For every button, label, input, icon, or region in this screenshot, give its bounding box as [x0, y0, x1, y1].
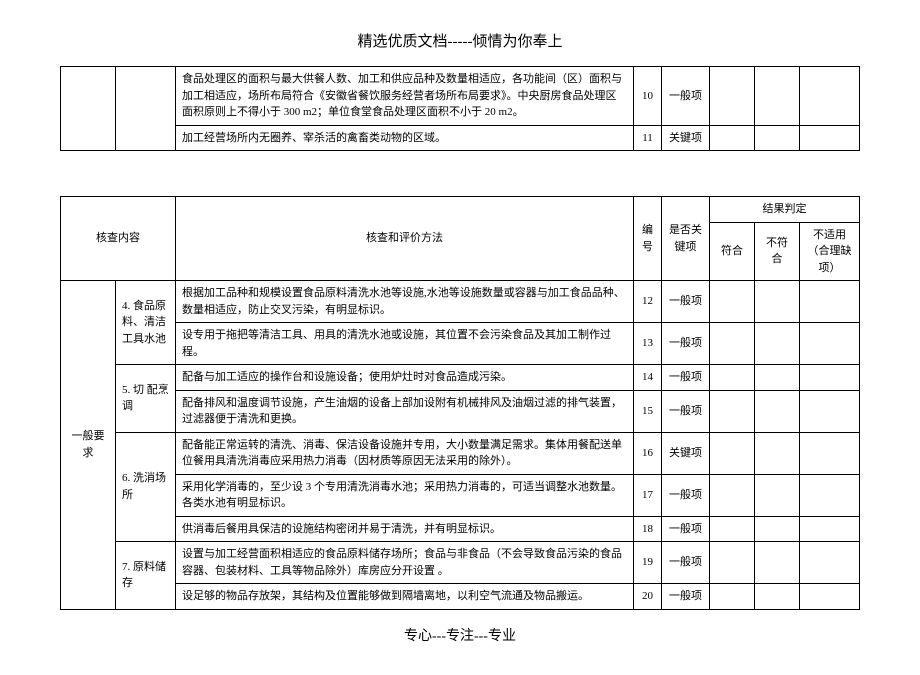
- result-cell: [800, 390, 860, 432]
- table-row: 7. 原料储存设置与加工经营面积相适应的食品原料储存场所；食品与非食品（不会导致…: [61, 542, 860, 584]
- th-content: 核查内容: [61, 197, 176, 281]
- result-cell: [800, 323, 860, 365]
- key-cell: 一般项: [662, 281, 710, 323]
- table-row: 供消毒后餐用具保洁的设施结构密闭并易于清洗，并有明显标识。18一般项: [61, 516, 860, 542]
- table-row: 设专用于拖把等清洁工具、用具的清洗水池或设施，其位置不会污染食品及其加工制作过程…: [61, 323, 860, 365]
- result-cell: [800, 432, 860, 474]
- result-cell: [755, 125, 800, 151]
- method-cell: 根据加工品种和规模设置食品原料清洗水池等设施,水池等设施数量或容器与加工食品品种…: [176, 281, 634, 323]
- page-header: 精选优质文档-----倾情为你奉上: [60, 30, 860, 51]
- method-cell: 配备与加工适应的操作台和设施设备；使用炉灶时对食品造成污染。: [176, 365, 634, 391]
- method-cell: 设专用于拖把等清洁工具、用具的清洗水池或设施，其位置不会污染食品及其加工制作过程…: [176, 323, 634, 365]
- result-cell: [800, 584, 860, 610]
- th-r1: 符合: [710, 222, 755, 281]
- main-table: 核查内容 核查和评价方法 编号 是否关键项 结果判定 符合 不符合 不适用（合理…: [60, 196, 860, 610]
- th-method: 核查和评价方法: [176, 197, 634, 281]
- method-cell: 配备排风和温度调节设施，产生油烟的设备上部加设附有机械排风及油烟过滤的排气装置，…: [176, 390, 634, 432]
- table-row: 设足够的物品存放架，其结构及位置能够做到隔墙离地，以利空气流通及物品搬运。20一…: [61, 584, 860, 610]
- result-cell: [800, 365, 860, 391]
- result-cell: [755, 432, 800, 474]
- result-cell: [710, 432, 755, 474]
- table-row: 配备排风和温度调节设施，产生油烟的设备上部加设附有机械排风及油烟过滤的排气装置，…: [61, 390, 860, 432]
- result-cell: [755, 323, 800, 365]
- result-cell: [755, 584, 800, 610]
- result-cell: [755, 67, 800, 126]
- th-num: 编号: [634, 197, 662, 281]
- num-cell: 17: [634, 474, 662, 516]
- key-cell: 一般项: [662, 584, 710, 610]
- num-cell: 18: [634, 516, 662, 542]
- frag-left-1: [61, 67, 116, 151]
- result-cell: [800, 125, 860, 151]
- subcategory-cell: 4. 食品原料、清洁工具水池: [116, 281, 176, 365]
- result-cell: [755, 281, 800, 323]
- th-result: 结果判定: [710, 197, 860, 223]
- result-cell: [800, 542, 860, 584]
- frag-left-2: [116, 67, 176, 151]
- result-cell: [710, 390, 755, 432]
- method-cell: 设置与加工经营面积相适应的食品原料储存场所；食品与非食品（不会导致食品污染的食品…: [176, 542, 634, 584]
- num-cell: 15: [634, 390, 662, 432]
- table-row: 采用化学消毒的，至少设 3 个专用清洗消毒水池；采用热力消毒的，可适当调整水池数…: [61, 474, 860, 516]
- key-cell: 一般项: [662, 67, 710, 126]
- result-cell: [710, 365, 755, 391]
- result-cell: [800, 281, 860, 323]
- table-row: 一般要求4. 食品原料、清洁工具水池根据加工品种和规模设置食品原料清洗水池等设施…: [61, 281, 860, 323]
- table-row: 食品处理区的面积与最大供餐人数、加工和供应品种及数量相适应，各功能间（区）面积与…: [61, 67, 860, 126]
- th-r3: 不适用（合理缺项）: [800, 222, 860, 281]
- subcategory-cell: 7. 原料储存: [116, 542, 176, 610]
- page-footer: 专心---专注---专业: [60, 625, 860, 645]
- result-cell: [800, 67, 860, 126]
- th-r2: 不符合: [755, 222, 800, 281]
- subcategory-cell: 6. 洗消场所: [116, 432, 176, 542]
- result-cell: [710, 281, 755, 323]
- key-cell: 一般项: [662, 474, 710, 516]
- key-cell: 一般项: [662, 390, 710, 432]
- result-cell: [710, 542, 755, 584]
- num-cell: 12: [634, 281, 662, 323]
- num-cell: 11: [634, 125, 662, 151]
- method-cell: 设足够的物品存放架，其结构及位置能够做到隔墙离地，以利空气流通及物品搬运。: [176, 584, 634, 610]
- result-cell: [710, 516, 755, 542]
- key-cell: 关键项: [662, 432, 710, 474]
- category-cell: 一般要求: [61, 281, 116, 610]
- key-cell: 一般项: [662, 323, 710, 365]
- result-cell: [710, 584, 755, 610]
- result-cell: [710, 474, 755, 516]
- num-cell: 20: [634, 584, 662, 610]
- num-cell: 16: [634, 432, 662, 474]
- result-cell: [755, 390, 800, 432]
- num-cell: 13: [634, 323, 662, 365]
- table-row: 5. 切 配烹调配备与加工适应的操作台和设施设备；使用炉灶时对食品造成污染。14…: [61, 365, 860, 391]
- result-cell: [800, 474, 860, 516]
- table-row: 6. 洗消场所配备能正常运转的清洗、消毒、保洁设备设施并专用，大小数量满足需求。…: [61, 432, 860, 474]
- result-cell: [800, 516, 860, 542]
- result-cell: [710, 125, 755, 151]
- method-cell: 加工经营场所内无圈养、宰杀活的禽畜类动物的区域。: [176, 125, 634, 151]
- num-cell: 19: [634, 542, 662, 584]
- key-cell: 一般项: [662, 542, 710, 584]
- result-cell: [755, 542, 800, 584]
- result-cell: [755, 365, 800, 391]
- subcategory-cell: 5. 切 配烹调: [116, 365, 176, 433]
- top-table-fragment: 食品处理区的面积与最大供餐人数、加工和供应品种及数量相适应，各功能间（区）面积与…: [60, 66, 860, 151]
- key-cell: 一般项: [662, 516, 710, 542]
- key-cell: 关键项: [662, 125, 710, 151]
- result-cell: [755, 516, 800, 542]
- key-cell: 一般项: [662, 365, 710, 391]
- result-cell: [710, 67, 755, 126]
- method-cell: 供消毒后餐用具保洁的设施结构密闭并易于清洗，并有明显标识。: [176, 516, 634, 542]
- method-cell: 配备能正常运转的清洗、消毒、保洁设备设施并专用，大小数量满足需求。集体用餐配送单…: [176, 432, 634, 474]
- result-cell: [755, 474, 800, 516]
- method-cell: 食品处理区的面积与最大供餐人数、加工和供应品种及数量相适应，各功能间（区）面积与…: [176, 67, 634, 126]
- num-cell: 14: [634, 365, 662, 391]
- table-row: 加工经营场所内无圈养、宰杀活的禽畜类动物的区域。11关键项: [61, 125, 860, 151]
- th-key: 是否关键项: [662, 197, 710, 281]
- num-cell: 10: [634, 67, 662, 126]
- method-cell: 采用化学消毒的，至少设 3 个专用清洗消毒水池；采用热力消毒的，可适当调整水池数…: [176, 474, 634, 516]
- result-cell: [710, 323, 755, 365]
